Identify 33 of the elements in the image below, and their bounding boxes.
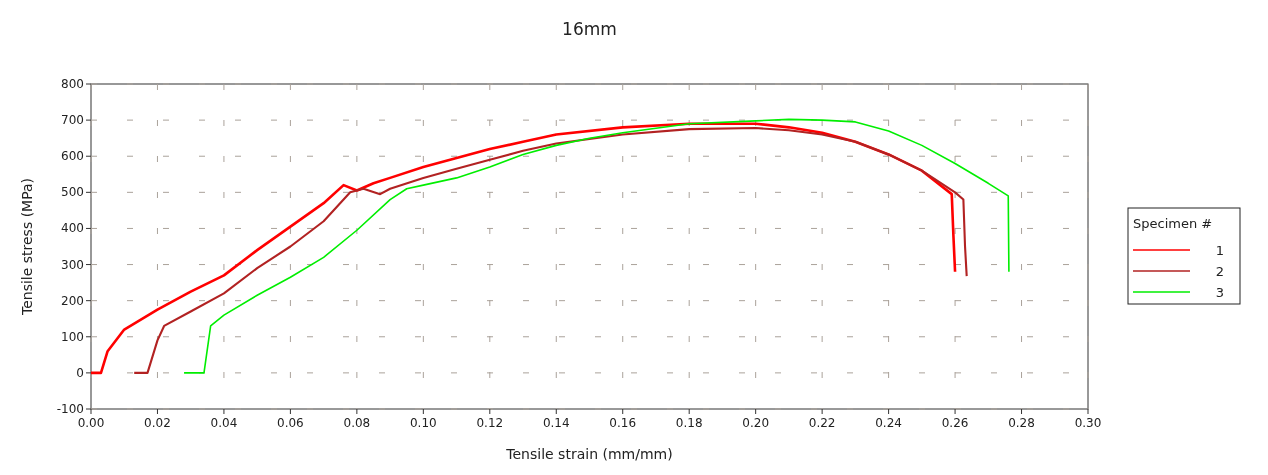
x-tick-label: 0.06 bbox=[277, 416, 304, 430]
x-tick-label: 0.30 bbox=[1074, 416, 1102, 430]
y-tick-label: -100 bbox=[56, 402, 84, 416]
legend-label: 2 bbox=[1215, 264, 1225, 279]
x-tick-label: 0.14 bbox=[542, 416, 570, 430]
y-tick-label: 700 bbox=[61, 113, 84, 128]
y-tick-label: 100 bbox=[61, 329, 84, 344]
x-tick-label: 0.20 bbox=[742, 416, 770, 430]
chart-title: 16mm bbox=[562, 19, 617, 39]
x-tick-label: 0.04 bbox=[210, 416, 238, 430]
x-tick-label: 0.08 bbox=[343, 416, 371, 430]
x-tick-label: 0.10 bbox=[409, 416, 437, 430]
x-tick-label: 0.02 bbox=[144, 416, 171, 430]
legend-label: 1 bbox=[1215, 243, 1225, 258]
x-tick-label: 0.12 bbox=[476, 416, 504, 430]
y-tick-label: 600 bbox=[61, 149, 84, 164]
x-tick-label: 0.26 bbox=[941, 416, 969, 430]
y-tick-label: 0 bbox=[76, 365, 84, 380]
legend-label: 3 bbox=[1215, 285, 1225, 300]
x-axis-title: Tensile strain (mm/mm) bbox=[505, 446, 673, 462]
x-tick-label: 0.22 bbox=[808, 416, 836, 430]
legend-title: Specimen # bbox=[1133, 216, 1213, 231]
x-tick-label: 0.18 bbox=[675, 416, 703, 430]
x-tick-label: 0.24 bbox=[875, 416, 902, 430]
y-tick-label: 500 bbox=[61, 185, 84, 200]
x-tick-label: 0.28 bbox=[1008, 416, 1035, 430]
x-tick-label: 0.00 bbox=[77, 416, 105, 430]
y-tick-label: 400 bbox=[61, 221, 84, 236]
y-tick-label: 300 bbox=[61, 257, 84, 272]
x-tick-label: 0.16 bbox=[609, 416, 637, 430]
y-tick-label: 200 bbox=[61, 293, 84, 308]
y-tick-label: 800 bbox=[61, 77, 84, 91]
y-axis-title: Tensile stress (MPa) bbox=[19, 177, 35, 317]
